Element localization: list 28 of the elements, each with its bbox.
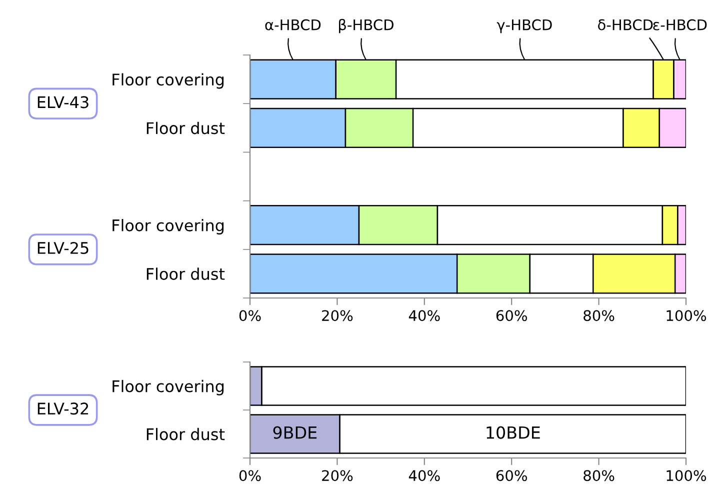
- y-tick-label: Floor dust: [146, 428, 225, 440]
- text: ELV-32: [38, 402, 88, 415]
- y-tick-label: Floor covering: [112, 380, 224, 396]
- text: ε-HBCD: [653, 19, 707, 30]
- x-tick-label: 40%: [408, 470, 440, 482]
- x-tick-label: 60%: [496, 470, 527, 482]
- text: ELV-25: [38, 242, 88, 254]
- y-tick-label: Floor dust: [146, 268, 225, 280]
- y-tick-label: Floor dust: [146, 122, 225, 134]
- series-label: 10BDE: [486, 426, 540, 439]
- x-tick-label: 60%: [496, 310, 527, 322]
- series-label: γ-HBCD: [496, 19, 552, 34]
- series-label: 9BDE: [273, 426, 317, 439]
- x-tick-label: 0%: [239, 310, 261, 322]
- y-tick-label: Floor covering: [112, 219, 224, 234]
- y-tick-label: Floor covering: [112, 73, 224, 89]
- text: δ-HBCD: [598, 19, 653, 30]
- text: ELV-43: [38, 96, 88, 108]
- series-label: β-HBCD: [338, 18, 394, 34]
- x-tick-label: 20%: [322, 310, 353, 322]
- x-tick-label: 80%: [584, 310, 614, 322]
- x-tick-label: 100%: [666, 470, 706, 482]
- text: α-HBCD: [265, 19, 321, 30]
- x-tick-label: 100%: [666, 310, 706, 322]
- x-tick-label: 0%: [239, 470, 261, 482]
- x-tick-label: 80%: [584, 470, 614, 482]
- x-tick-label: 40%: [408, 310, 440, 322]
- x-tick-label: 20%: [322, 470, 353, 482]
